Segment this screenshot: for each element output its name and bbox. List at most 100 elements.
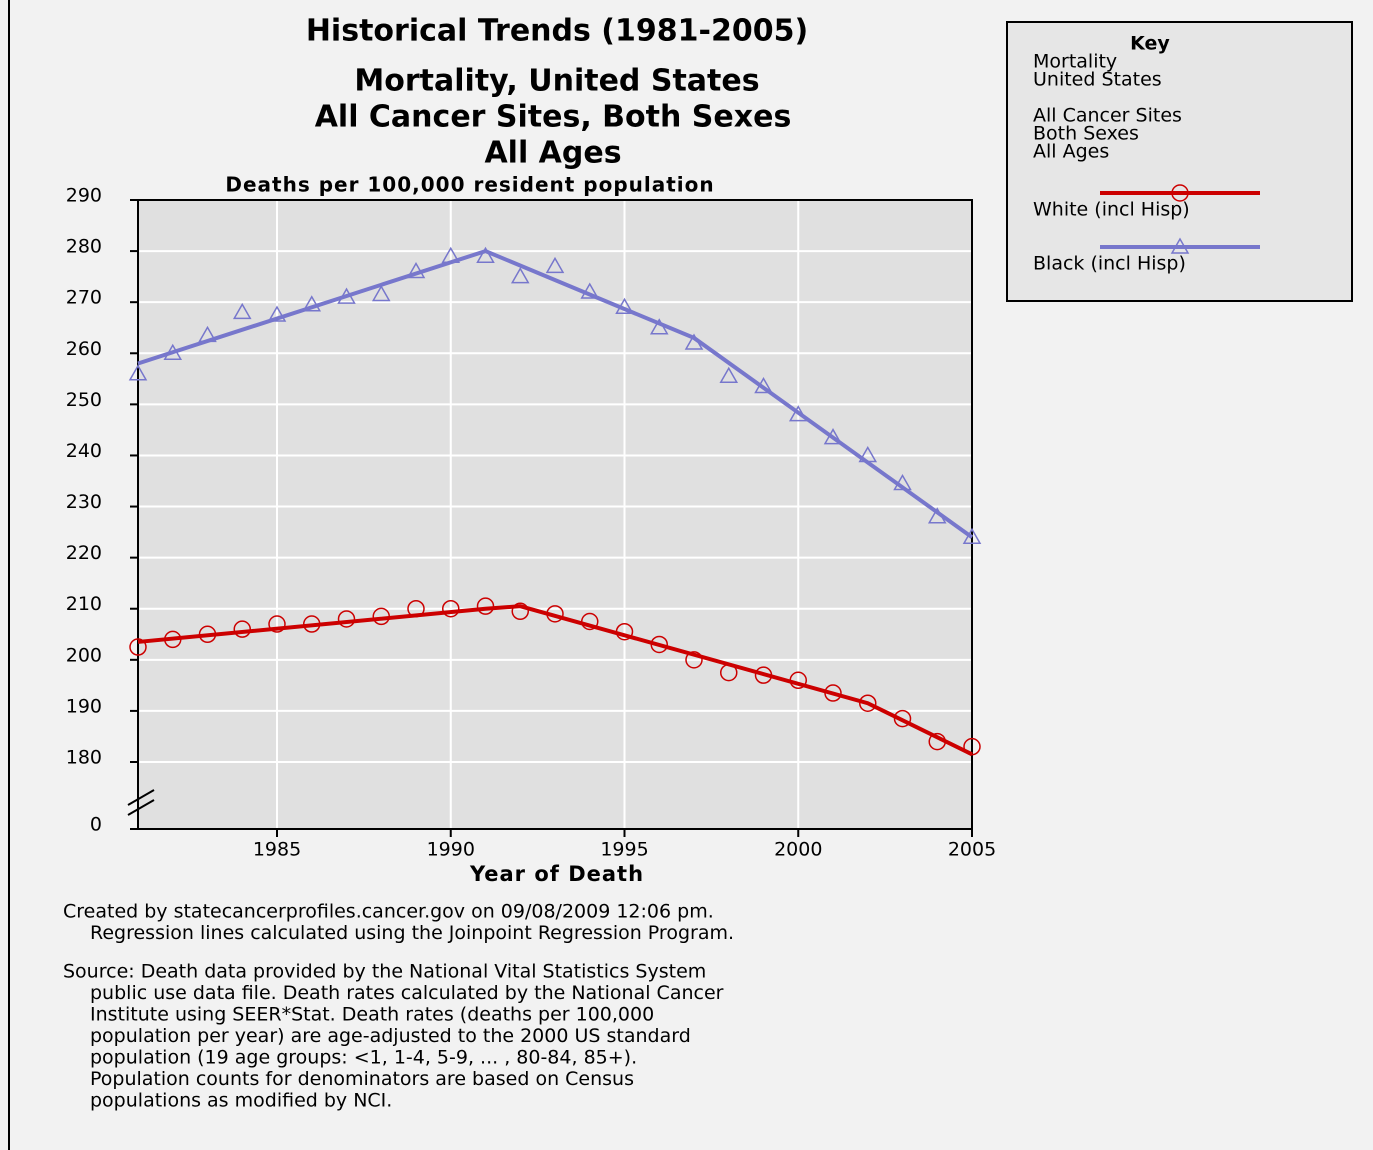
- point: [720, 663, 738, 682]
- footnote: population (19 age groups: <1, 1-4, 5-9,…: [90, 1047, 637, 1069]
- axis-break: [127, 799, 155, 816]
- y-tick-label: 280: [66, 236, 102, 258]
- point: [232, 302, 252, 320]
- y-tick-label: 180: [66, 747, 102, 769]
- y-tick-label: 200: [66, 644, 102, 666]
- point: [441, 246, 461, 263]
- footnote: Population counts for denominators are b…: [90, 1068, 634, 1090]
- y-tick-label: 270: [66, 287, 102, 309]
- plot-area: [138, 200, 972, 829]
- legend-box: [1006, 21, 1353, 302]
- footnote: populations as modified by NCI.: [90, 1090, 392, 1112]
- point: [129, 638, 147, 656]
- point: [476, 246, 495, 263]
- point: [788, 405, 808, 422]
- x-tick-label: 2005: [948, 839, 996, 861]
- chart-subtitle: All Ages: [484, 136, 621, 171]
- point: [268, 615, 286, 633]
- point: [858, 445, 878, 463]
- y-tick-label: 250: [66, 389, 102, 411]
- footnote: public use data file. Death rates calcul…: [90, 982, 724, 1004]
- y-tick-label: 220: [66, 542, 102, 564]
- point: [859, 694, 877, 712]
- point: [372, 607, 390, 626]
- point: [128, 364, 148, 381]
- point: [754, 666, 773, 684]
- y-axis-label: Deaths per 100,000 resident population: [225, 173, 714, 197]
- x-tick-label: 1990: [427, 839, 475, 861]
- y-tick-label: 230: [66, 491, 102, 513]
- footnote: Source: Death data provided by the Natio…: [63, 961, 706, 983]
- point: [371, 285, 391, 302]
- point: [198, 625, 217, 644]
- y-tick-label: 290: [66, 185, 102, 207]
- point: [302, 295, 322, 312]
- point: [337, 610, 356, 628]
- point: [927, 507, 947, 524]
- point: [545, 256, 565, 274]
- legend-text: Mortality: [1033, 51, 1117, 73]
- point: [789, 671, 807, 690]
- point: [684, 333, 704, 350]
- point: [442, 599, 460, 618]
- point: [963, 737, 981, 756]
- trend-line: [137, 248, 974, 539]
- point: [824, 684, 842, 702]
- legend-text: Both Sexes: [1033, 123, 1139, 145]
- legend-title: Key: [1130, 33, 1170, 55]
- point: [615, 622, 634, 641]
- point: [164, 630, 182, 649]
- legend-label: White (incl Hisp): [1033, 199, 1190, 221]
- point: [893, 474, 912, 491]
- point: [928, 732, 946, 751]
- footnote: Regression lines calculated using the Jo…: [90, 922, 734, 944]
- y-tick-label: 0: [90, 814, 102, 836]
- footnote: Institute using SEER*Stat. Death rates (…: [90, 1004, 654, 1026]
- legend-label: Black (incl Hisp): [1033, 253, 1186, 275]
- point: [163, 343, 183, 361]
- y-tick-label: 190: [66, 695, 102, 717]
- x-axis-label: Year of Death: [469, 862, 644, 886]
- point: [233, 620, 251, 638]
- y-tick-label: 240: [66, 440, 102, 462]
- y-tick-label: 260: [66, 338, 102, 360]
- chart-title: Historical Trends (1981-2005): [306, 14, 808, 49]
- legend-marker: [1170, 237, 1190, 254]
- point: [685, 651, 703, 669]
- point: [407, 599, 425, 618]
- point: [267, 305, 287, 322]
- point: [581, 612, 599, 631]
- point: [754, 376, 773, 394]
- point: [303, 615, 321, 633]
- point: [546, 605, 564, 623]
- x-tick-label: 1995: [600, 839, 648, 861]
- point: [337, 287, 356, 304]
- x-tick-label: 2000: [774, 839, 822, 861]
- point: [962, 527, 982, 544]
- point: [198, 325, 217, 343]
- x-tick-label: 1985: [253, 839, 301, 861]
- point: [615, 297, 634, 315]
- legend-text: All Cancer Sites: [1033, 105, 1182, 127]
- legend-marker: [1171, 184, 1189, 202]
- trend-line: [137, 604, 973, 757]
- axis-break: [127, 789, 155, 806]
- legend-text: All Ages: [1033, 141, 1109, 163]
- footnote: population per year) are age-adjusted to…: [90, 1025, 691, 1047]
- point: [649, 318, 669, 335]
- point: [406, 262, 426, 279]
- footnote: Created by statecancerprofiles.cancer.go…: [63, 901, 714, 923]
- chart-subtitle: Mortality, United States: [354, 64, 759, 99]
- plot-frame: [137, 199, 973, 830]
- point: [893, 709, 912, 728]
- point: [476, 597, 495, 615]
- point: [580, 282, 600, 299]
- point: [511, 602, 529, 621]
- y-tick-label: 210: [66, 593, 102, 615]
- chart-subtitle: All Cancer Sites, Both Sexes: [315, 100, 792, 135]
- point: [719, 366, 739, 384]
- legend-text: United States: [1033, 69, 1162, 91]
- point: [823, 428, 843, 445]
- point: [510, 267, 530, 284]
